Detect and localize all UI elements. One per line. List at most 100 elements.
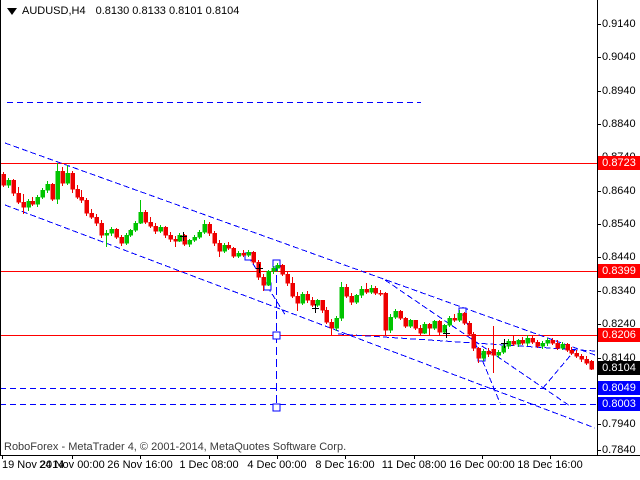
bull-candle bbox=[408, 319, 413, 327]
trendline-inner-steep[interactable] bbox=[384, 279, 571, 407]
trendline-inner-support[interactable] bbox=[337, 333, 596, 352]
bear-candle bbox=[462, 312, 467, 324]
bear-candle bbox=[173, 238, 178, 242]
bear-candle bbox=[398, 310, 403, 319]
price-label: 0.8640 bbox=[602, 185, 636, 197]
date-label: 18 Dec 16:00 bbox=[517, 459, 583, 471]
bull-candle bbox=[104, 232, 109, 236]
date-label: 19 Nov 2014 bbox=[2, 459, 65, 471]
bear-candle bbox=[295, 295, 300, 304]
bear-candle bbox=[30, 200, 35, 205]
bull-candle bbox=[236, 252, 241, 257]
bear-candle bbox=[256, 261, 261, 278]
bear-candle bbox=[11, 179, 16, 194]
bear-candle bbox=[491, 348, 496, 356]
bear-candle bbox=[99, 222, 104, 236]
price-label: 0.9040 bbox=[602, 51, 636, 63]
date-label: 24 Nov 00:00 bbox=[39, 459, 105, 471]
bear-candle bbox=[119, 236, 124, 244]
bull-candle bbox=[128, 229, 133, 236]
bear-candle bbox=[413, 319, 418, 329]
bull-candle bbox=[354, 294, 359, 303]
bear-candle bbox=[344, 286, 349, 297]
bull-candle bbox=[133, 222, 138, 231]
bear-candle bbox=[231, 247, 236, 257]
bear-candle bbox=[364, 288, 369, 293]
bull-candle bbox=[275, 264, 280, 269]
price-label: 0.9140 bbox=[602, 18, 636, 30]
current-price-badge: 0.8104 bbox=[598, 361, 640, 375]
vertical-line-handle[interactable] bbox=[272, 403, 281, 412]
bear-candle bbox=[226, 244, 231, 249]
bear-candle bbox=[418, 327, 423, 334]
price-label: 0.8440 bbox=[602, 251, 636, 263]
ohlc-values: 0.8130 0.8133 0.8101 0.8104 bbox=[95, 5, 240, 17]
bull-candle bbox=[422, 323, 427, 334]
bear-candle bbox=[329, 321, 334, 329]
level-price-badge: 0.8003 bbox=[598, 397, 640, 411]
bear-candle bbox=[305, 293, 310, 301]
bull-candle bbox=[457, 312, 462, 321]
bear-candle bbox=[584, 358, 589, 364]
bear-candle bbox=[589, 360, 594, 370]
bull-candle bbox=[55, 170, 60, 200]
bull-candle bbox=[6, 179, 11, 186]
bear-candle bbox=[403, 317, 408, 327]
trendline-channel-top[interactable] bbox=[4, 142, 596, 356]
bear-candle bbox=[148, 221, 153, 227]
bear-candle bbox=[511, 340, 516, 345]
bear-candle bbox=[535, 341, 540, 347]
bull-candle bbox=[393, 310, 398, 318]
bull-candle bbox=[545, 339, 550, 344]
bear-candle bbox=[21, 201, 26, 208]
bull-candle bbox=[339, 286, 344, 319]
bear-candle bbox=[310, 299, 315, 306]
bear-candle bbox=[79, 196, 84, 201]
bear-candle bbox=[471, 333, 476, 349]
bear-candle bbox=[574, 352, 579, 357]
bull-candle bbox=[525, 337, 530, 344]
bear-candle bbox=[427, 323, 432, 329]
bull-candle bbox=[442, 324, 447, 333]
bear-candle bbox=[241, 252, 246, 256]
price-label: 0.8540 bbox=[602, 218, 636, 230]
bull-candle bbox=[359, 288, 364, 296]
bear-candle bbox=[290, 282, 295, 297]
bull-candle bbox=[197, 231, 202, 238]
bull-candle bbox=[501, 345, 506, 353]
bear-candle bbox=[437, 320, 442, 333]
bull-candle bbox=[138, 211, 143, 224]
bear-candle bbox=[320, 299, 325, 311]
bull-candle bbox=[540, 342, 545, 347]
vertical-line-handle[interactable] bbox=[272, 331, 281, 340]
bear-candle bbox=[75, 188, 80, 198]
bull-candle bbox=[481, 350, 486, 359]
bull-candle bbox=[222, 244, 227, 252]
bull-candle bbox=[266, 270, 271, 286]
bull-candle bbox=[45, 183, 50, 191]
trendline-rising-wedge[interactable] bbox=[542, 349, 576, 389]
bear-candle bbox=[280, 264, 285, 275]
bear-candle bbox=[467, 322, 472, 335]
bull-candle bbox=[65, 172, 70, 184]
price-label: 0.7940 bbox=[602, 418, 636, 430]
bear-candle bbox=[16, 192, 21, 203]
bear-candle bbox=[207, 223, 212, 234]
bear-candle bbox=[70, 172, 75, 190]
bear-candle bbox=[378, 292, 383, 295]
bull-candle bbox=[26, 200, 31, 208]
trendline-impulse-line-1[interactable] bbox=[247, 255, 287, 317]
bear-candle bbox=[486, 350, 491, 355]
trendline-channel-bottom[interactable] bbox=[4, 204, 596, 429]
level-price-badge: 0.8049 bbox=[598, 381, 640, 395]
bear-candle bbox=[520, 339, 525, 344]
bear-candle bbox=[349, 295, 354, 303]
date-label: 26 Nov 16:00 bbox=[107, 459, 173, 471]
bear-candle bbox=[373, 287, 378, 294]
bull-candle bbox=[369, 287, 374, 293]
bear-candle bbox=[114, 228, 119, 238]
bull-candle bbox=[516, 339, 521, 345]
bear-candle bbox=[569, 349, 574, 354]
